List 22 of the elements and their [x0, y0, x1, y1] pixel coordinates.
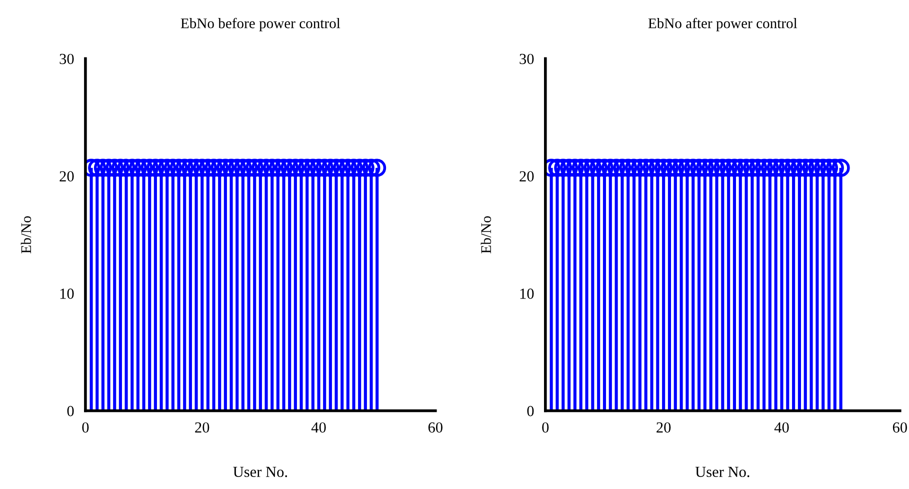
- x-tick-label: 60: [892, 422, 907, 433]
- y-tick-label: 0: [527, 406, 534, 416]
- y-tick-label: 30: [60, 54, 74, 64]
- x-tick-label: 0: [542, 422, 549, 433]
- y-tick-label: 0: [67, 406, 74, 416]
- y-axis-title: Eb/No: [480, 216, 492, 254]
- y-tick-label: 10: [60, 288, 74, 299]
- x-tick-label: 40: [311, 422, 326, 433]
- x-tick-label: 40: [774, 422, 789, 433]
- y-tick-label: 10: [520, 288, 534, 299]
- x-axis-title: User No.: [695, 466, 750, 478]
- chart-title: EbNo after power control: [648, 18, 798, 32]
- y-tick-label: 20: [520, 171, 534, 182]
- chart-title: EbNo before power control: [180, 18, 340, 32]
- y-tick-label: 20: [60, 171, 74, 182]
- x-tick-label: 60: [428, 422, 442, 433]
- x-tick-label: 0: [82, 422, 89, 433]
- x-tick-label: 20: [656, 422, 671, 433]
- x-tick-label: 20: [195, 422, 210, 433]
- y-axis-title: Eb/No: [20, 216, 32, 254]
- y-tick-label: 30: [520, 54, 534, 64]
- x-axis-title: User No.: [233, 466, 287, 478]
